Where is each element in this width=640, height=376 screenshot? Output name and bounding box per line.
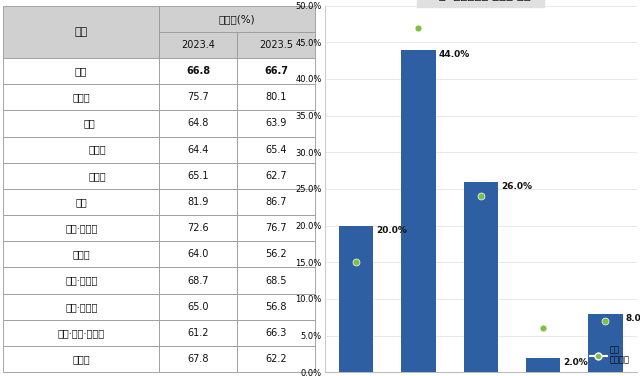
Text: 강원권: 강원권: [72, 249, 90, 259]
Bar: [3, 136, 159, 163]
Legend: 전월
응답비중: 전월 응답비중: [587, 342, 632, 368]
Text: 2023.5: 2023.5: [259, 40, 293, 50]
Bar: [3, 267, 159, 294]
Bar: [339, 226, 373, 372]
Text: 67.8: 67.8: [188, 354, 209, 364]
Bar: [3, 320, 159, 346]
Text: 81.9: 81.9: [188, 197, 209, 207]
Bar: [237, 189, 316, 215]
Bar: [237, 111, 316, 136]
Bar: [3, 6, 159, 58]
Text: 68.7: 68.7: [188, 276, 209, 286]
Bar: [159, 163, 237, 189]
Text: 64.0: 64.0: [188, 249, 209, 259]
Bar: [237, 267, 316, 294]
Bar: [3, 84, 159, 111]
Text: 8.0%: 8.0%: [626, 314, 640, 323]
Text: 2023.4: 2023.4: [181, 40, 215, 50]
Text: 64.4: 64.4: [188, 145, 209, 155]
Text: 66.3: 66.3: [266, 328, 287, 338]
Bar: [401, 50, 436, 372]
Bar: [159, 58, 237, 84]
Bar: [237, 241, 316, 267]
Text: 86.7: 86.7: [266, 197, 287, 207]
Bar: [237, 136, 316, 163]
Bar: [159, 189, 237, 215]
Text: 72.6: 72.6: [188, 223, 209, 233]
Text: 65.0: 65.0: [188, 302, 209, 312]
Text: 대전·충청권: 대전·충청권: [65, 276, 97, 286]
Bar: [159, 294, 237, 320]
Bar: [237, 58, 316, 84]
Bar: [237, 84, 316, 111]
Bar: [237, 294, 316, 320]
Text: 광주·전라권: 광주·전라권: [65, 302, 97, 312]
Bar: [159, 346, 237, 372]
Bar: [526, 358, 560, 372]
Text: 대구·부산·경상권: 대구·부산·경상권: [58, 328, 105, 338]
Text: 62.2: 62.2: [266, 354, 287, 364]
Text: 인천·경기권: 인천·경기권: [65, 223, 97, 233]
Text: 56.8: 56.8: [266, 302, 287, 312]
Bar: [159, 84, 237, 111]
Text: 44.0%: 44.0%: [438, 50, 470, 59]
Text: 전국: 전국: [75, 66, 88, 76]
Bar: [159, 241, 237, 267]
Bar: [237, 215, 316, 241]
Text: 광역시: 광역시: [88, 145, 106, 155]
Text: 20.0%: 20.0%: [376, 226, 407, 235]
Bar: [3, 189, 159, 215]
Bar: [159, 320, 237, 346]
Bar: [159, 6, 316, 32]
Point: [351, 259, 361, 265]
Title: [ 5월, 수분양자의 미입주 사유 ]: [ 5월, 수분양자의 미입주 사유 ]: [422, 0, 539, 2]
Point: [538, 325, 548, 331]
Bar: [3, 241, 159, 267]
Bar: [463, 182, 498, 372]
Bar: [159, 32, 237, 58]
Point: [600, 318, 611, 324]
Text: 68.5: 68.5: [266, 276, 287, 286]
Bar: [3, 215, 159, 241]
Text: 구분: 구분: [75, 27, 88, 37]
Text: 26.0%: 26.0%: [501, 182, 532, 191]
Text: 75.7: 75.7: [188, 92, 209, 102]
Bar: [3, 58, 159, 84]
Text: 65.4: 65.4: [266, 145, 287, 155]
Text: 2.0%: 2.0%: [563, 358, 588, 367]
Text: 61.2: 61.2: [188, 328, 209, 338]
Bar: [159, 136, 237, 163]
Text: 66.8: 66.8: [186, 66, 211, 76]
Text: 도지역: 도지역: [88, 171, 106, 181]
Bar: [159, 111, 237, 136]
Bar: [3, 163, 159, 189]
Text: 제주권: 제주권: [72, 354, 90, 364]
Bar: [159, 267, 237, 294]
Bar: [237, 346, 316, 372]
Text: 63.9: 63.9: [266, 118, 287, 129]
Text: 수도권: 수도권: [72, 92, 90, 102]
Text: 76.7: 76.7: [266, 223, 287, 233]
Text: 56.2: 56.2: [266, 249, 287, 259]
Text: 입주율(%): 입주율(%): [219, 14, 255, 24]
Text: 서울: 서울: [76, 197, 87, 207]
Bar: [588, 314, 623, 372]
Bar: [3, 111, 159, 136]
Bar: [3, 346, 159, 372]
Bar: [3, 294, 159, 320]
Point: [476, 193, 486, 199]
Bar: [237, 163, 316, 189]
Text: 64.8: 64.8: [188, 118, 209, 129]
Text: 65.1: 65.1: [188, 171, 209, 181]
Text: 지방: 지방: [83, 118, 95, 129]
Bar: [237, 32, 316, 58]
Bar: [159, 215, 237, 241]
Text: 80.1: 80.1: [266, 92, 287, 102]
Text: 66.7: 66.7: [264, 66, 288, 76]
Point: [413, 24, 424, 30]
Text: 62.7: 62.7: [266, 171, 287, 181]
Bar: [237, 320, 316, 346]
